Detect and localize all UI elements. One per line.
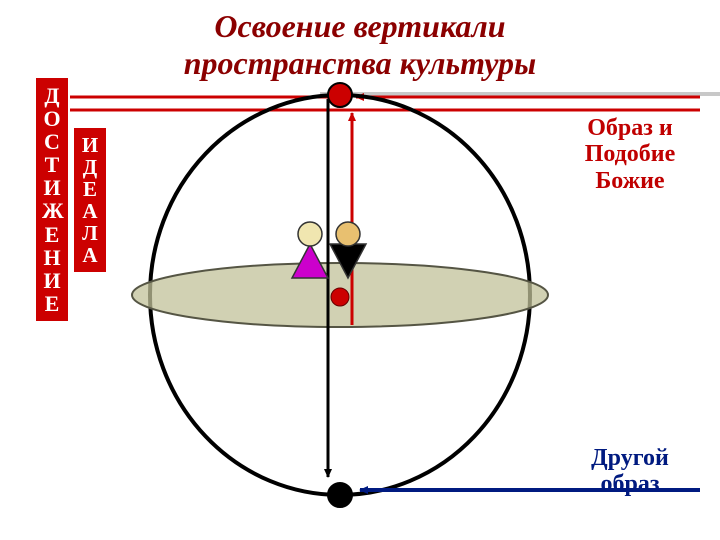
figure-left-body <box>292 244 328 278</box>
figure-left-head <box>298 222 322 246</box>
center-dot <box>331 288 349 306</box>
sphere-diagram <box>0 0 720 540</box>
bottom-pole <box>328 483 352 507</box>
top-pole <box>328 83 352 107</box>
figure-right-head <box>336 222 360 246</box>
